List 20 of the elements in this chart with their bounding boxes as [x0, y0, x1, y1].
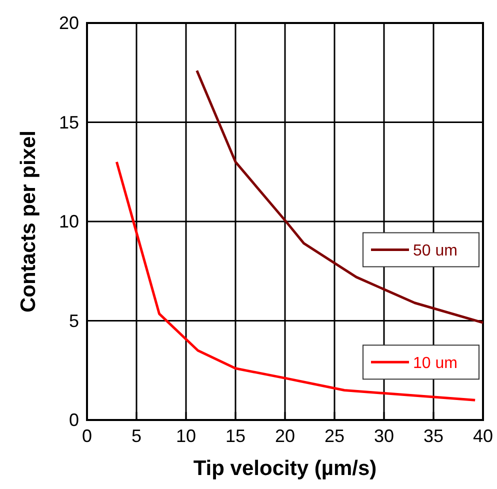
line-series [115, 160, 476, 402]
x-tick-label: 25 [324, 426, 345, 446]
legend-label: 50 um [413, 242, 458, 260]
x-tick-label: 35 [423, 426, 444, 446]
x-axis-title: Tip velocity (µm/s) [193, 457, 377, 480]
line-series [196, 69, 484, 324]
x-tick-label: 30 [374, 426, 394, 446]
x-tick-label: 0 [82, 426, 92, 446]
x-tick-label: 5 [131, 426, 142, 446]
y-tick-label: 0 [68, 410, 79, 430]
x-tick-label: 20 [274, 426, 296, 446]
y-tick-label: 10 [58, 212, 79, 232]
y-axis-title: Contacts per pixel [17, 130, 40, 313]
legend-label: 10 um [413, 355, 458, 372]
y-tick-label: 15 [58, 112, 79, 132]
x-tick-label: 40 [472, 426, 494, 446]
y-tick-label: 20 [58, 13, 79, 33]
x-tick-label: 10 [176, 426, 196, 446]
x-tick-label: 15 [225, 426, 246, 446]
y-tick-label: 5 [68, 310, 79, 331]
